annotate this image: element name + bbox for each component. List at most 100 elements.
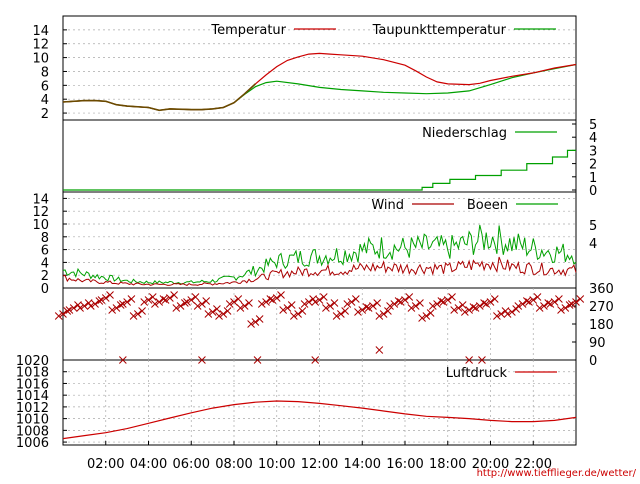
wind-direction-point <box>255 315 264 323</box>
pressure-tick-label: 1006 <box>16 436 49 451</box>
time-axis-label: 18:00 <box>429 457 466 472</box>
wind-direction-point <box>458 301 467 309</box>
wind-direction-point <box>140 298 149 306</box>
wind-direction-point <box>497 310 506 318</box>
wind-direction-point <box>465 356 473 364</box>
wind-direction-point <box>540 302 548 310</box>
wind-direction-point <box>262 298 270 306</box>
wind-direction-point <box>198 300 206 308</box>
time-axis-label: 10:00 <box>258 457 295 472</box>
wind-direction-point <box>418 314 426 322</box>
wind-direction-point <box>311 298 320 306</box>
dewpoint-legend-label: Taupunkttemperatur <box>372 23 507 38</box>
wind-legend-label: Wind <box>371 198 404 213</box>
wind-direction-point <box>337 310 345 318</box>
pressure-legend-label: Luftdruck <box>446 366 508 381</box>
wind-direction-point <box>460 308 469 316</box>
wind-direction-point <box>450 306 459 314</box>
wind-direction-point <box>161 296 170 304</box>
wind-direction-point <box>202 297 211 305</box>
wind-direction-point <box>183 298 191 306</box>
wind-direction-point <box>343 300 352 308</box>
wind-direction-point <box>396 298 405 306</box>
time-axis-label: 08:00 <box>215 457 252 472</box>
wind-direction-point <box>503 310 512 318</box>
wind-direction-point <box>159 295 168 303</box>
wind-direction-point <box>364 304 373 312</box>
wind-direction-point <box>486 298 495 306</box>
wind-direction-tick-label: 0 <box>589 354 597 369</box>
wind-direction-tick-label: 360 <box>589 282 614 297</box>
wind-direction-point <box>311 356 320 364</box>
time-axis-label: 04:00 <box>130 457 167 472</box>
wind-direction-point <box>437 297 446 305</box>
wind-direction-point <box>567 300 576 308</box>
precipitation-tick-label: 5 <box>589 118 597 133</box>
wind-direction-point <box>525 298 533 306</box>
wind-direction-point <box>112 304 121 312</box>
temperature-tick-label: 14 <box>32 24 49 39</box>
wind-direction-point <box>272 294 281 302</box>
wind-line <box>62 256 577 286</box>
wind-direction-point <box>362 303 371 311</box>
wind-direction-point <box>225 300 234 308</box>
wind-direction-point <box>304 298 313 306</box>
precipitation-legend-label: Niederschlag <box>422 126 507 141</box>
wind-direction-point <box>518 300 527 308</box>
wind-tick-label: 12 <box>32 205 49 220</box>
wind-direction-point <box>478 356 486 364</box>
wind-direction-point <box>465 306 473 314</box>
wind-direction-tick-label: 270 <box>589 300 614 315</box>
wind-direction-point <box>204 310 213 318</box>
gusts-legend-label: Boeen <box>467 198 508 213</box>
wind-direction-point <box>322 304 330 312</box>
wind-direction-point <box>127 295 136 303</box>
wind-tick-label: 14 <box>32 192 49 207</box>
wind-direction-point <box>155 298 164 306</box>
time-axis-label: 20:00 <box>472 457 509 472</box>
temperature-tick-label: 12 <box>32 38 49 53</box>
wind-direction-point <box>253 356 262 364</box>
wind-direction-point <box>508 308 516 316</box>
wind-direction-point <box>63 307 72 315</box>
wind-direction-point <box>294 310 302 318</box>
wind-direction-point <box>514 302 523 310</box>
wind-direction-point <box>341 307 350 315</box>
wind-direction-point <box>215 312 223 320</box>
wind-direction-point <box>268 296 277 304</box>
pressure-tick-label: 1012 <box>16 401 49 416</box>
wind-direction-point <box>326 302 335 310</box>
wind-direction-point <box>454 304 463 312</box>
wind-direction-point <box>187 296 196 304</box>
time-axis-label: 16:00 <box>386 457 423 472</box>
wind-direction-point <box>151 300 159 308</box>
wind-direction-point <box>277 291 285 299</box>
wind-direction-point <box>219 310 228 318</box>
wind-direction-point <box>251 318 260 326</box>
wind-direction-point <box>347 298 356 306</box>
wind-direction-point <box>319 293 328 301</box>
wind-direction-point <box>133 310 142 318</box>
wind-direction-point <box>490 295 499 303</box>
wind-direction-point <box>448 293 456 301</box>
wind-direction-point <box>80 302 89 310</box>
wind-direction-point <box>69 304 78 312</box>
wind-direction-point <box>65 306 74 314</box>
wind-direction-point <box>240 302 249 310</box>
wind-direction-point <box>101 294 110 302</box>
precipitation-tick-label: 0 <box>589 184 597 199</box>
temperature-tick-label: 8 <box>41 65 49 80</box>
pressure-tick-label: 1016 <box>16 377 49 392</box>
wind-direction-point <box>405 293 414 301</box>
precipitation-tick-label: 4 <box>589 131 597 146</box>
wind-direction-point <box>230 298 238 306</box>
precipitation-panel-frame <box>62 119 577 193</box>
wind-direction-point <box>108 306 117 314</box>
wind-direction-point <box>191 293 200 301</box>
wind-direction-point <box>91 300 99 308</box>
wind-direction-point <box>411 302 420 310</box>
gusts-line <box>62 224 577 285</box>
pressure-line <box>62 400 577 440</box>
wind-direction-tick-label: 180 <box>589 318 614 333</box>
